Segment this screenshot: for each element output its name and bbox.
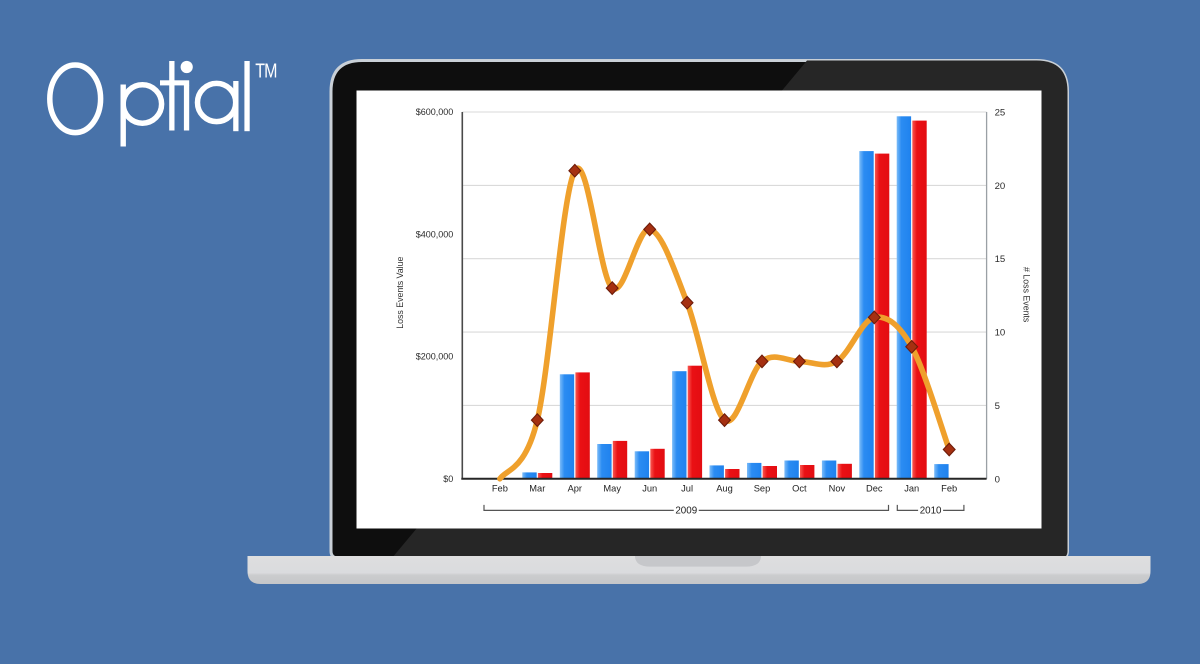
svg-text:2009: 2009 (675, 506, 697, 517)
svg-text:Loss Events Value: Loss Events Value (395, 256, 405, 328)
svg-text:Jan: Jan (904, 484, 919, 494)
svg-text:May: May (603, 484, 621, 494)
svg-text:Feb: Feb (941, 484, 957, 494)
svg-text:Sep: Sep (754, 484, 771, 494)
svg-text:Apr: Apr (568, 484, 582, 494)
svg-text:Jun: Jun (642, 484, 657, 494)
svg-text:20: 20 (995, 181, 1006, 192)
svg-text:$200,000: $200,000 (416, 352, 454, 362)
svg-text:15: 15 (995, 254, 1006, 265)
svg-text:Oct: Oct (792, 484, 807, 494)
svg-text:5: 5 (995, 401, 1000, 412)
svg-text:25: 25 (995, 108, 1006, 119)
svg-text:Mar: Mar (529, 484, 545, 494)
svg-text:$600,000: $600,000 (416, 107, 454, 117)
svg-text:0: 0 (995, 474, 1000, 485)
svg-text:Aug: Aug (716, 484, 733, 494)
svg-text:Dec: Dec (866, 484, 883, 494)
svg-text:Nov: Nov (829, 484, 846, 494)
svg-text:Feb: Feb (492, 484, 508, 494)
svg-text:$400,000: $400,000 (416, 230, 454, 240)
svg-text:TM: TM (255, 60, 277, 82)
svg-text:$0: $0 (443, 474, 453, 484)
svg-text:2010: 2010 (920, 506, 942, 517)
svg-text:# Loss Events: # Loss Events (1022, 267, 1032, 323)
svg-text:10: 10 (995, 328, 1006, 339)
svg-text:Jul: Jul (681, 484, 693, 494)
